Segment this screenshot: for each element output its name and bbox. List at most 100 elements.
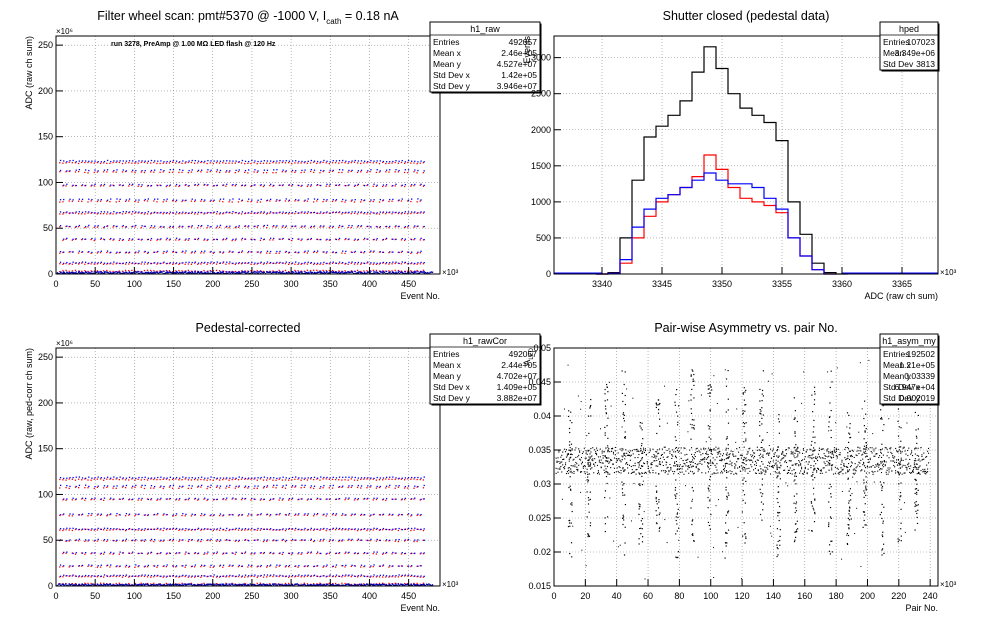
data-point bbox=[81, 552, 84, 554]
data-point bbox=[147, 160, 150, 162]
data-point bbox=[310, 527, 313, 530]
data-point bbox=[106, 539, 109, 541]
data-point bbox=[185, 527, 187, 530]
data-point bbox=[112, 184, 114, 186]
data-point bbox=[190, 576, 193, 578]
data-point bbox=[360, 485, 363, 487]
data-point bbox=[225, 552, 227, 554]
data-point bbox=[620, 472, 622, 474]
data-point bbox=[187, 239, 189, 241]
data-point bbox=[410, 565, 412, 568]
data-point bbox=[332, 583, 334, 585]
data-point bbox=[351, 169, 353, 172]
data-point bbox=[254, 574, 256, 576]
data-point bbox=[109, 498, 111, 501]
data-point bbox=[150, 169, 153, 172]
data-point bbox=[266, 160, 269, 162]
data-point bbox=[144, 565, 146, 567]
data-point bbox=[311, 584, 314, 586]
data-point bbox=[121, 528, 124, 531]
data-point bbox=[81, 213, 83, 215]
data-point bbox=[185, 184, 187, 186]
data-point bbox=[633, 449, 635, 451]
data-point bbox=[132, 272, 134, 275]
data-point bbox=[306, 479, 309, 481]
data-point bbox=[332, 270, 334, 273]
data-point bbox=[273, 584, 275, 586]
data-point bbox=[610, 458, 612, 461]
data-point bbox=[181, 582, 183, 584]
data-point bbox=[191, 565, 193, 567]
data-point bbox=[357, 552, 360, 554]
data-point bbox=[398, 251, 400, 254]
data-point bbox=[182, 160, 184, 162]
data-point bbox=[182, 485, 184, 488]
data-point bbox=[131, 539, 133, 542]
data-point bbox=[276, 575, 278, 577]
data-point bbox=[291, 239, 293, 242]
data-point bbox=[411, 552, 413, 554]
data-point bbox=[266, 252, 268, 254]
data-point bbox=[257, 527, 259, 530]
data-point bbox=[194, 238, 197, 241]
data-point bbox=[77, 514, 80, 516]
data-point bbox=[200, 565, 202, 568]
data-point bbox=[400, 499, 403, 501]
data-point bbox=[369, 539, 371, 542]
data-point bbox=[650, 464, 652, 466]
data-point bbox=[124, 263, 127, 265]
data-point bbox=[345, 564, 347, 566]
data-point bbox=[138, 497, 140, 500]
data-point bbox=[279, 477, 281, 479]
data-point bbox=[620, 461, 622, 463]
data-point bbox=[79, 584, 81, 586]
data-point bbox=[244, 551, 247, 553]
data-point bbox=[611, 459, 613, 461]
data-point bbox=[188, 484, 190, 487]
data-point bbox=[153, 477, 156, 479]
data-point bbox=[242, 271, 244, 273]
data-point bbox=[238, 262, 240, 264]
data-point bbox=[422, 172, 425, 174]
data-point bbox=[206, 499, 208, 501]
data-point bbox=[216, 583, 219, 586]
data-point bbox=[328, 487, 331, 489]
data-point bbox=[335, 251, 338, 254]
data-point bbox=[422, 479, 425, 481]
data-point bbox=[319, 184, 321, 187]
data-point bbox=[124, 252, 127, 254]
data-point bbox=[97, 574, 99, 577]
data-point bbox=[93, 478, 95, 480]
data-point bbox=[62, 514, 64, 516]
data-point bbox=[636, 448, 638, 450]
data-point bbox=[420, 477, 422, 479]
data-point bbox=[250, 553, 252, 555]
data-point bbox=[91, 477, 93, 479]
data-point bbox=[269, 270, 271, 272]
data-point bbox=[140, 529, 142, 532]
data-point bbox=[417, 565, 419, 567]
data-point bbox=[106, 514, 109, 516]
data-point bbox=[313, 262, 316, 264]
y-axis-label: ADC (raw ch sum) bbox=[24, 36, 34, 110]
data-point bbox=[88, 169, 90, 172]
data-point bbox=[125, 512, 128, 515]
data-point bbox=[372, 478, 374, 480]
data-point bbox=[356, 583, 359, 586]
data-point bbox=[338, 552, 340, 555]
data-point bbox=[279, 160, 281, 162]
data-point bbox=[119, 212, 121, 214]
data-point bbox=[251, 159, 253, 162]
data-point bbox=[206, 583, 208, 586]
data-point bbox=[156, 270, 158, 273]
data-point bbox=[140, 552, 142, 554]
data-point bbox=[100, 552, 102, 554]
data-point bbox=[241, 262, 244, 264]
data-point bbox=[240, 478, 243, 480]
data-point bbox=[62, 272, 65, 274]
data-point bbox=[637, 456, 639, 459]
data-point bbox=[65, 540, 67, 543]
data-point bbox=[94, 575, 96, 577]
data-point bbox=[159, 498, 161, 501]
data-point bbox=[191, 211, 193, 213]
